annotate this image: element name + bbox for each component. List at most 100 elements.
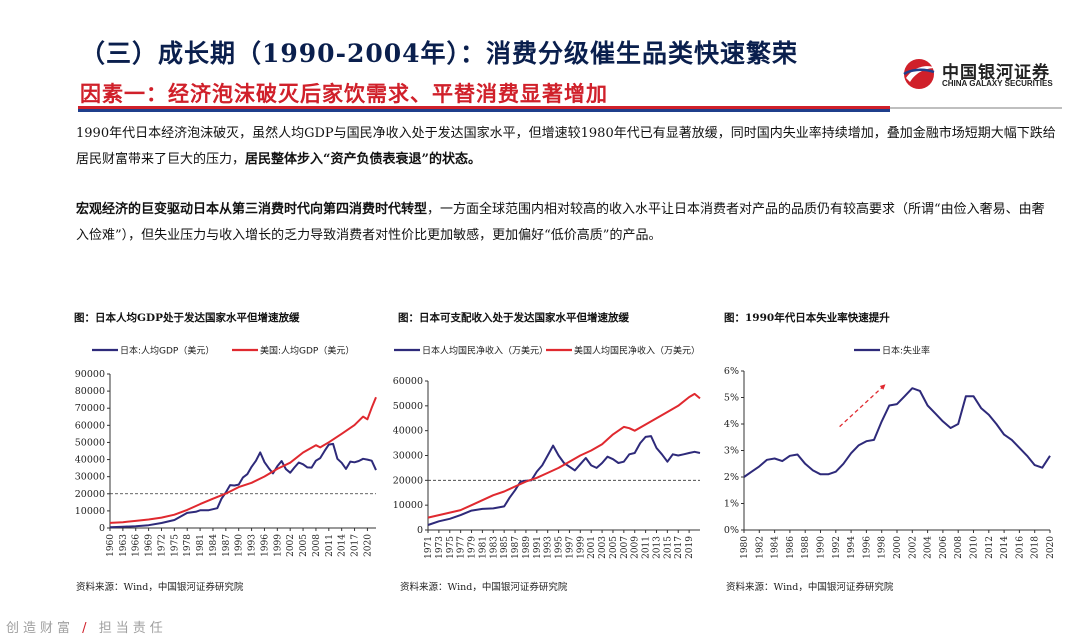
legend-label-0: 日本:人均GDP（美元） <box>120 345 214 357</box>
y-tick-label: 4% <box>724 419 739 430</box>
x-tick-label: 1985 <box>500 536 510 559</box>
y-tick-label: 80000 <box>75 386 105 397</box>
title-underline-red <box>78 106 890 109</box>
y-tick-label: 60000 <box>75 420 105 431</box>
y-tick-label: 40000 <box>393 426 423 437</box>
x-tick-label: 1969 <box>145 534 155 557</box>
y-tick-label: 60000 <box>393 376 423 387</box>
gdp-per-capita-chart: 日本:人均GDP（美元） 美国:人均GDP（美元） 0 10000 20000 30000… <box>75 345 377 557</box>
x-tick-label: 1986 <box>786 536 796 559</box>
chart-3-title: 图：1990年代日本失业率快速提升 <box>724 312 890 324</box>
x-tick-label: 2003 <box>598 536 608 559</box>
x-tick-label: 1991 <box>533 536 543 559</box>
series-line-1 <box>427 392 701 519</box>
x-tick-label: 2017 <box>674 536 684 559</box>
x-tick-label: 1989 <box>522 536 532 559</box>
y-tick-label: 50000 <box>75 437 105 448</box>
x-tick-label: 1995 <box>555 536 565 559</box>
footer-slogan: 创造财富 / 担当责任 <box>6 617 167 636</box>
x-tick-label: 2010 <box>970 536 980 559</box>
x-tick-label: 1972 <box>157 534 167 557</box>
page-subtitle: 因素一：经济泡沫破灭后家饮需求、平替消费显著增加 <box>80 81 608 106</box>
x-tick-label: 2013 <box>652 536 662 559</box>
unemployment-chart: 日本:失业率 0% 1% 2% 3% 4% 5% 6% 1980 1982 1984 1986 1988… <box>724 345 1056 559</box>
x-tick-label: 2009 <box>631 536 641 559</box>
x-tick-label: 1975 <box>170 534 180 557</box>
x-tick-label: 1984 <box>209 534 219 557</box>
y-tick-label: 0 <box>99 523 105 534</box>
x-tick-label: 1960 <box>106 534 116 557</box>
x-tick-label: 2008 <box>312 534 322 557</box>
y-tick-label: 1% <box>724 499 739 510</box>
chart-1-source: 资料来源：Wind，中国银河证券研究院 <box>76 582 244 593</box>
x-tick-label: 1999 <box>576 536 586 559</box>
series-line-0 <box>427 435 701 526</box>
y-tick-label: 5% <box>724 393 739 404</box>
x-tick-label: 1978 <box>183 534 193 557</box>
x-tick-label: 1999 <box>273 534 283 557</box>
x-tick-label: 2002 <box>286 534 296 557</box>
x-tick-label: 1979 <box>468 536 478 559</box>
x-tick-label: 1990 <box>235 534 245 557</box>
x-tick-label: 2011 <box>642 536 652 559</box>
x-tick-label: 1996 <box>862 536 872 559</box>
galaxy-logo-icon <box>903 59 936 89</box>
x-tick-label: 1973 <box>435 536 445 559</box>
footer-slash: / <box>82 621 91 636</box>
x-tick-label: 1988 <box>801 536 811 559</box>
x-tick-label: 2005 <box>609 536 619 559</box>
x-tick-label: 1987 <box>222 534 232 557</box>
series-line-0 <box>743 387 1051 478</box>
x-tick-label: 2017 <box>351 534 361 557</box>
x-tick-label: 2004 <box>924 536 934 559</box>
x-tick-label: 1987 <box>511 536 521 559</box>
legend-label-0: 日本:失业率 <box>882 345 930 357</box>
y-tick-label: 20000 <box>393 475 423 486</box>
paragraph-2-bold: 宏观经济的巨变驱动日本从第三消费时代向第四消费时代转型 <box>76 202 428 217</box>
x-tick-label: 2000 <box>893 536 903 559</box>
x-tick-label: 2002 <box>908 536 918 559</box>
x-tick-label: 1983 <box>489 536 499 559</box>
company-logo: 中国银河证券 CHINA GALAXY SECURITIES <box>900 56 1060 92</box>
x-tick-label: 2019 <box>685 536 695 559</box>
x-tick-label: 1990 <box>817 536 827 559</box>
x-tick-label: 1992 <box>832 536 842 559</box>
x-tick-label: 2016 <box>1015 536 1025 559</box>
y-tick-label: 6% <box>724 366 739 377</box>
x-tick-label: 2014 <box>1000 536 1010 559</box>
chart-1-title: 图：日本人均GDP处于发达国家水平但增速放缓 <box>74 312 300 324</box>
y-tick-label: 20000 <box>75 489 105 500</box>
paragraph-1-bold: 居民整体步入“资产负债表衰退”的状态。 <box>245 152 481 167</box>
x-tick-label: 1966 <box>132 534 142 557</box>
x-tick-label: 2001 <box>587 536 597 559</box>
x-tick-label: 2006 <box>939 536 949 559</box>
x-tick-label: 1998 <box>878 536 888 559</box>
chart-3-source: 资料来源：Wind，中国银河证券研究院 <box>726 582 894 593</box>
net-income-chart: 日本人均国民净收入（万美元） 美国人均国民净收入（万美元） 0 10000 20000 3… <box>393 345 701 559</box>
legend-label-0: 日本人均国民净收入（万美元） <box>422 345 548 357</box>
series-line-0 <box>109 442 377 529</box>
legend-label-1: 美国人均国民净收入（万美元） <box>574 345 700 357</box>
x-tick-label: 1997 <box>565 536 575 559</box>
x-tick-label: 1982 <box>755 536 765 559</box>
x-tick-label: 1994 <box>847 536 857 559</box>
y-tick-label: 30000 <box>75 472 105 483</box>
x-tick-label: 2015 <box>663 536 673 559</box>
x-tick-label: 2008 <box>954 536 964 559</box>
x-tick-label: 2018 <box>1031 536 1041 559</box>
x-tick-label: 1975 <box>446 536 456 559</box>
x-tick-label: 2014 <box>338 534 348 557</box>
y-tick-label: 40000 <box>75 455 105 466</box>
y-tick-label: 70000 <box>75 403 105 414</box>
x-tick-label: 1977 <box>457 536 467 559</box>
footer-right: 担当责任 <box>98 621 167 636</box>
x-tick-label: 2020 <box>363 534 373 557</box>
x-tick-label: 1980 <box>740 536 750 559</box>
x-tick-label: 2020 <box>1046 536 1056 559</box>
series-line-1 <box>109 396 377 524</box>
x-tick-label: 1963 <box>119 534 129 557</box>
y-tick-label: 30000 <box>393 451 423 462</box>
paragraph-1: 1990年代日本经济泡沫破灭，虽然人均GDP与国民净收入处于发达国家水平，但增速… <box>76 121 1056 173</box>
x-tick-label: 2007 <box>620 536 630 559</box>
y-tick-label: 0% <box>724 525 739 536</box>
